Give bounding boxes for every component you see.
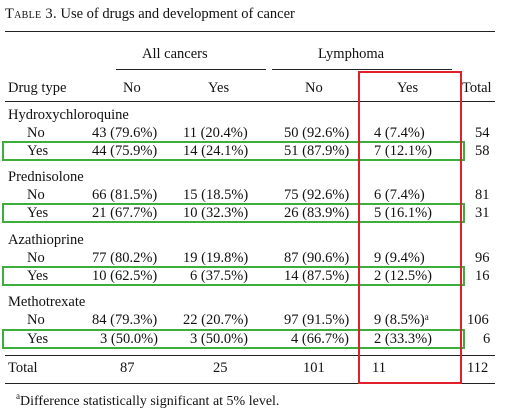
cell-lymphoma-yes: 6 (7.4%) (374, 187, 425, 203)
cell-total: 6 (483, 331, 491, 347)
cell-total: 31 (475, 205, 490, 221)
cell-total: 54 (475, 125, 490, 141)
cell-total: 58 (475, 143, 490, 159)
cell-lymphoma-no: 4 (66.7%) (291, 331, 349, 347)
totals-lymphoma-yes: 11 (372, 360, 386, 376)
footnote-text: Difference statistically significant at … (20, 394, 280, 409)
group-header-lymphoma: Lymphoma (318, 46, 385, 62)
group-name: Prednisolone (8, 169, 84, 185)
cell-total: 106 (467, 312, 489, 328)
highlight-yes-row-methotrexate (2, 329, 465, 349)
group-name: Hydroxychloroquine (8, 107, 129, 123)
highlight-yes-row-azathioprine (2, 266, 465, 286)
group-header-all-cancers: All cancers (142, 46, 208, 62)
cell-lymphoma-yes: 9 (8.5%)a (374, 312, 429, 328)
lymphoma-underline (272, 69, 452, 70)
cell-all-yes: 10 (32.3%) (183, 205, 249, 221)
cell-lymphoma-yes: 9 (9.4%) (374, 250, 425, 266)
row-label: Yes (27, 331, 49, 347)
cell-total: 96 (475, 250, 490, 266)
footnote-marker: a (424, 312, 429, 322)
cell-all-no: 66 (81.5%) (92, 187, 158, 203)
cell-all-yes: 6 (37.5%) (190, 268, 248, 284)
totals-label: Total (8, 360, 38, 376)
col-header-no-all: No (123, 80, 141, 96)
col-header-yes-lymphoma: Yes (397, 80, 419, 96)
col-header-no-lymphoma: No (305, 80, 323, 96)
cell-all-no: 3 (50.0%) (100, 331, 158, 347)
highlight-yes-row-hydroxychloroquine (2, 141, 465, 161)
totals-lymphoma-no: 101 (303, 360, 325, 376)
bottom-rule (5, 383, 495, 384)
header-rule (5, 101, 495, 102)
top-rule (5, 31, 495, 32)
table-caption: Use of drugs and development of cancer (60, 6, 295, 22)
cell-lymphoma-no: 87 (90.6%) (284, 250, 350, 266)
row-label: Yes (27, 205, 49, 221)
row-label: No (27, 312, 45, 328)
cell-lymphoma-yes: 2 (12.5%) (374, 268, 432, 284)
cell-all-yes: 11 (20.4%) (183, 125, 248, 141)
cell-all-no: 21 (67.7%) (92, 205, 158, 221)
cell-total: 81 (475, 187, 490, 203)
footnote: aDifference statistically significant at… (16, 391, 280, 410)
group-name: Methotrexate (8, 294, 86, 310)
cell-all-no: 44 (75.9%) (92, 143, 158, 159)
cell-all-yes: 15 (18.5%) (183, 187, 249, 203)
row-label: No (27, 187, 45, 203)
cell-lymphoma-no: 97 (91.5%) (284, 312, 350, 328)
cell-all-no: 84 (79.3%) (92, 312, 158, 328)
table-title: Table 3. Use of drugs and development of… (5, 6, 295, 23)
row-label: Yes (27, 268, 49, 284)
cell-lymphoma-yes: 4 (7.4%) (374, 125, 425, 141)
col-header-total: Total (462, 80, 492, 96)
group-name: Azathioprine (8, 232, 84, 248)
highlight-yes-row-prednisolone (2, 203, 465, 223)
cell-lymphoma-yes: 7 (12.1%) (374, 143, 432, 159)
total-rule (5, 355, 495, 356)
cell-all-yes: 3 (50.0%) (190, 331, 248, 347)
row-label: No (27, 125, 45, 141)
table-number: Table 3. (5, 6, 57, 22)
totals-all-no: 87 (120, 360, 135, 376)
totals-total: 112 (467, 360, 489, 376)
all-cancers-underline (116, 69, 266, 70)
cell-lymphoma-no: 50 (92.6%) (284, 125, 350, 141)
row-label: No (27, 250, 45, 266)
cell-lymphoma-yes: 2 (33.3%) (374, 331, 432, 347)
cell-lymphoma-no: 14 (87.5%) (284, 268, 350, 284)
cell-total: 16 (475, 268, 490, 284)
highlight-lymphoma-yes-column (358, 71, 462, 384)
cell-lymphoma-no: 75 (92.6%) (284, 187, 350, 203)
cell-all-no: 43 (79.6%) (92, 125, 158, 141)
cell-all-no: 10 (62.5%) (92, 268, 158, 284)
totals-all-yes: 25 (213, 360, 228, 376)
col-header-yes-all: Yes (208, 80, 230, 96)
cell-all-no: 77 (80.2%) (92, 250, 158, 266)
row-label: Yes (27, 143, 49, 159)
cell-all-yes: 22 (20.7%) (183, 312, 249, 328)
cell-lymphoma-no: 51 (87.9%) (284, 143, 350, 159)
cell-lymphoma-yes: 5 (16.1%) (374, 205, 432, 221)
col-header-drug-type: Drug type (8, 80, 67, 96)
cell-all-yes: 19 (19.8%) (183, 250, 249, 266)
cell-lymphoma-no: 26 (83.9%) (284, 205, 350, 221)
footnote-mark: a (16, 391, 20, 401)
cell-all-yes: 14 (24.1%) (183, 143, 249, 159)
